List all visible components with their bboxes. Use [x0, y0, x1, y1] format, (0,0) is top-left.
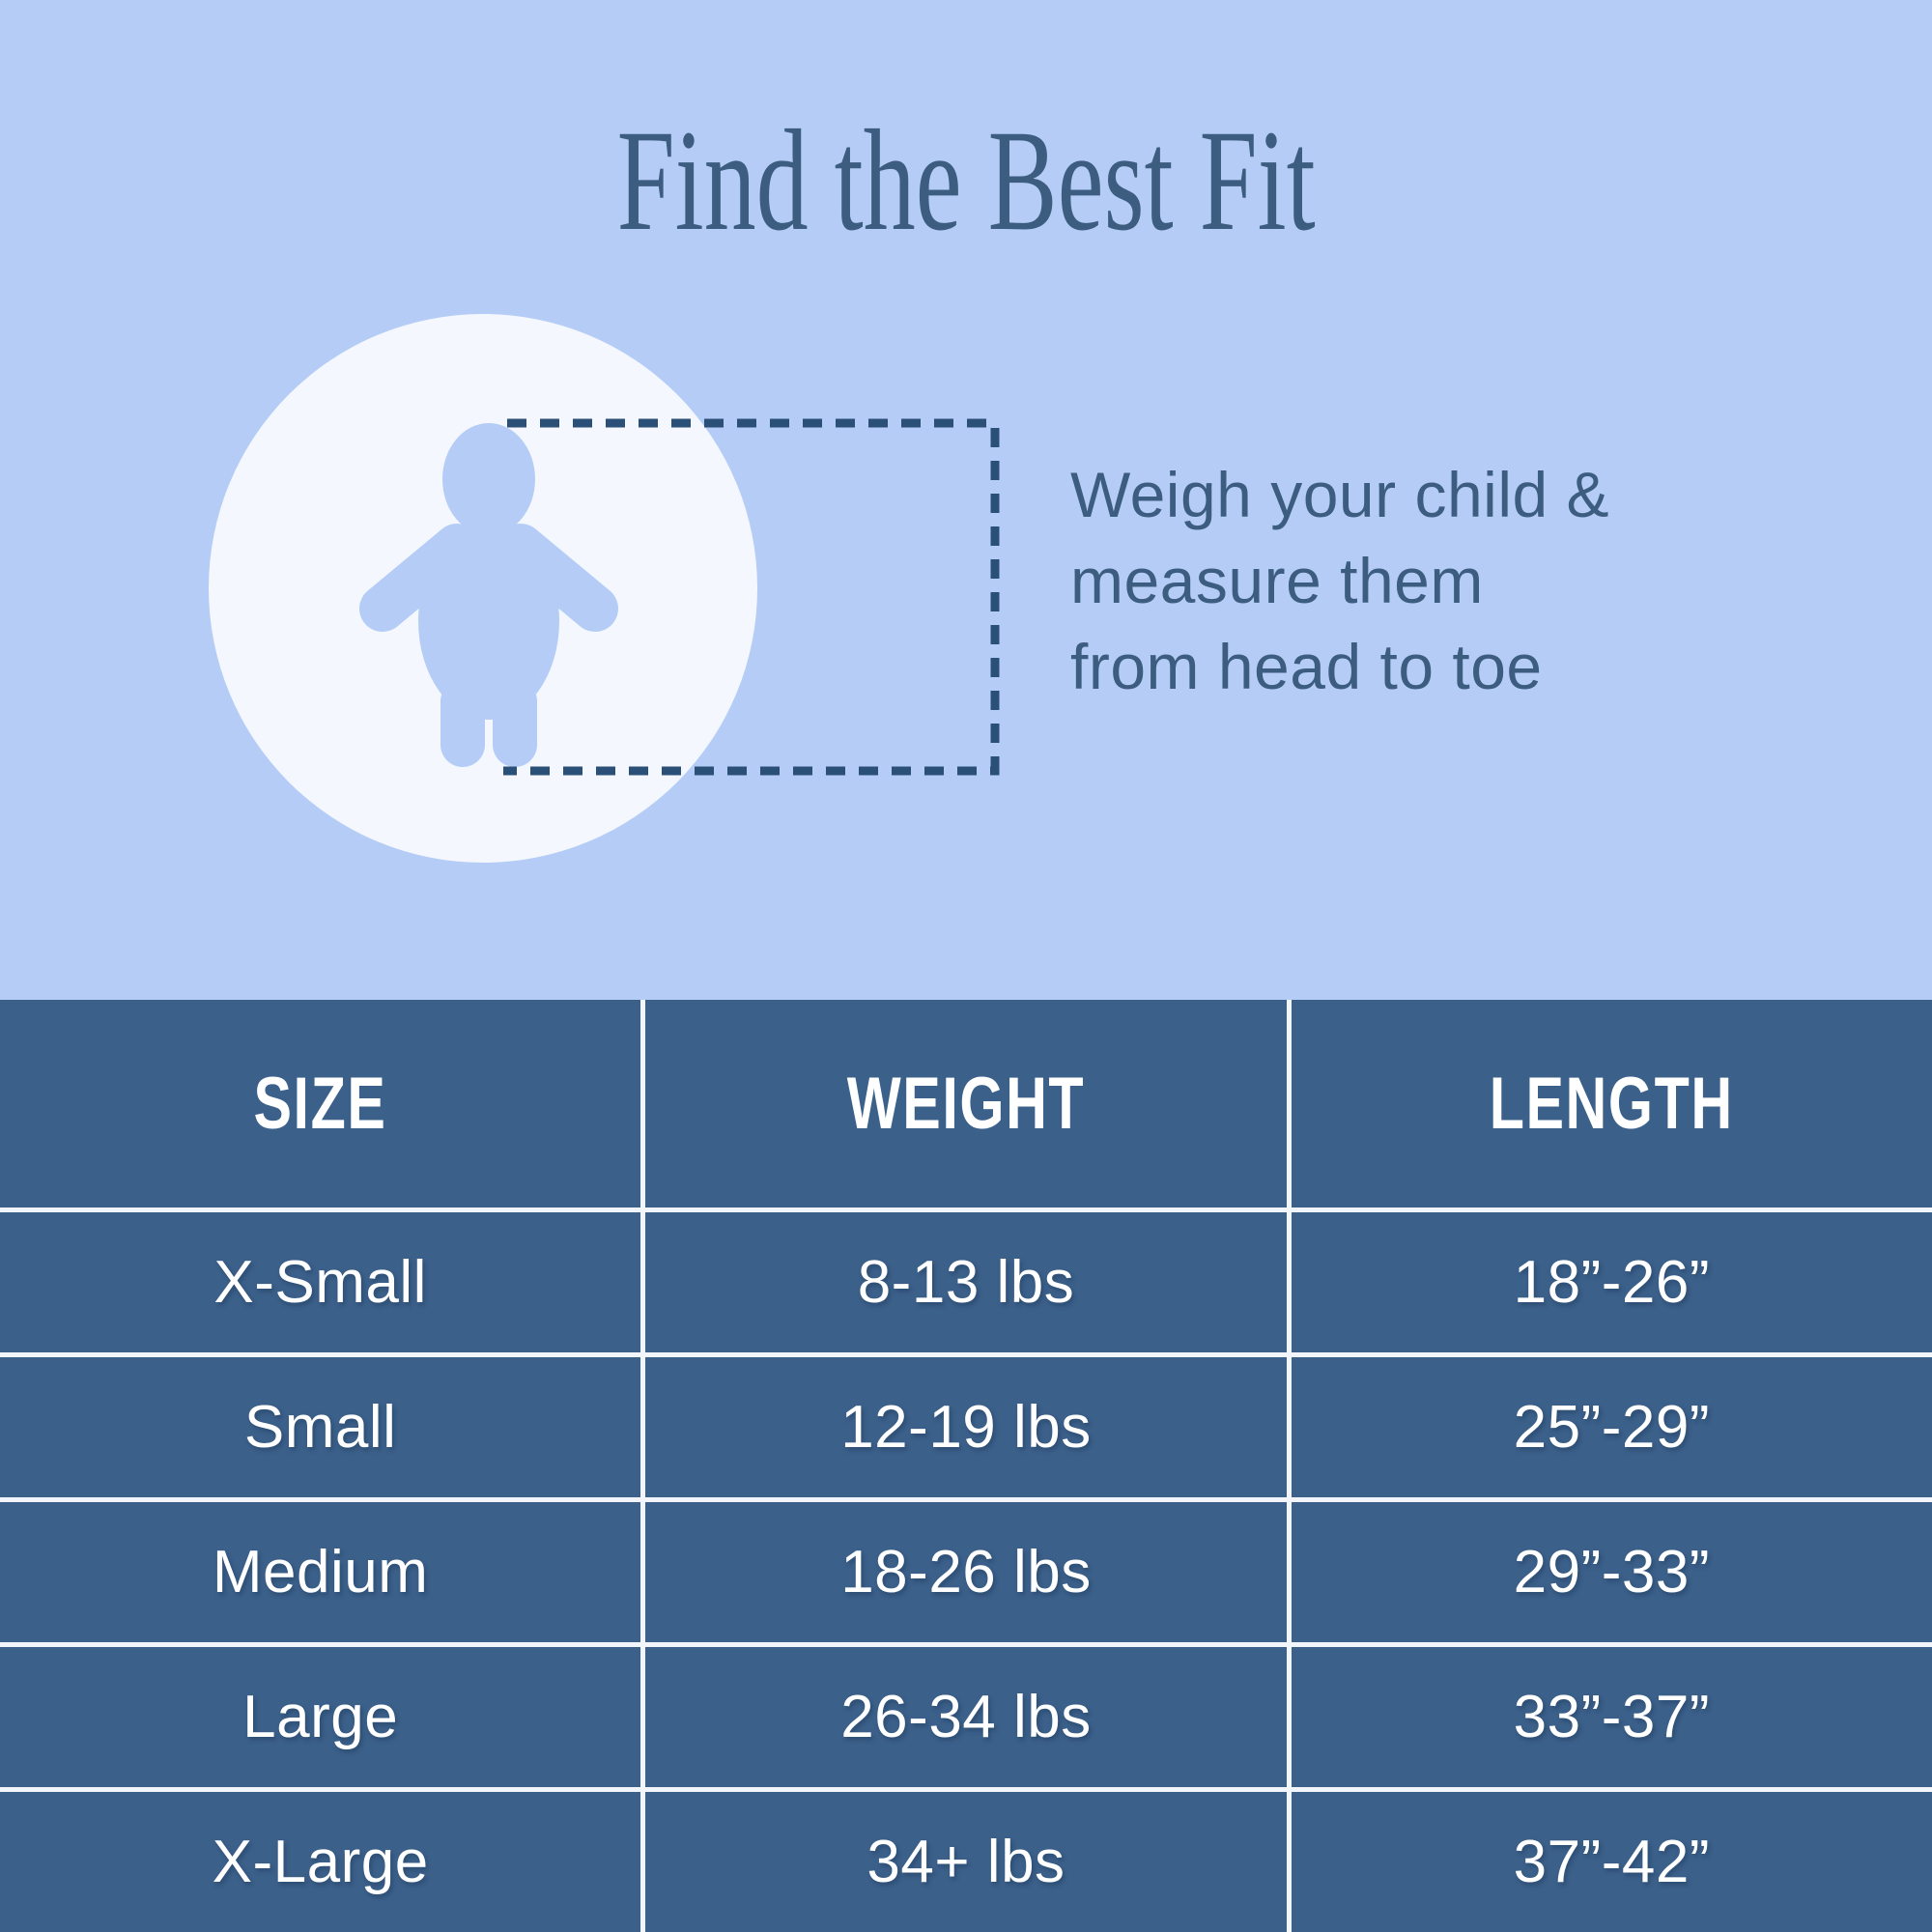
length-cell-xlarge: 37”-42” — [1291, 1792, 1932, 1932]
instruction-text: Weigh your child & measure them from hea… — [1070, 452, 1609, 710]
size-cell-xlarge: X-Large — [0, 1792, 641, 1932]
size-cell-medium: Medium — [0, 1502, 641, 1642]
column-header-weight-text: WEIGHT — [846, 1063, 1086, 1145]
baby-silhouette-icon — [359, 423, 618, 767]
size-cell-large: Large — [0, 1647, 641, 1787]
measure-frame-dashed-icon — [503, 418, 1000, 776]
instruction-line: Weigh your child & — [1070, 459, 1610, 530]
length-cell-large: 33”-37” — [1291, 1647, 1932, 1787]
length-cell-xsmall: 18”-26” — [1291, 1212, 1932, 1352]
hero-section: Find the Best Fit Weigh your child & mea… — [0, 108, 1932, 863]
column-header-size-text: SIZE — [253, 1063, 387, 1145]
weight-cell-xsmall: 8-13 lbs — [645, 1212, 1287, 1352]
column-header-weight: WEIGHT — [645, 1000, 1287, 1208]
weight-cell-xlarge: 34+ lbs — [645, 1792, 1287, 1932]
column-header-length-text: LENGTH — [1489, 1063, 1734, 1145]
size-cell-xsmall: X-Small — [0, 1212, 641, 1352]
page-title: Find the Best Fit — [0, 108, 1932, 253]
length-cell-small: 25”-29” — [1291, 1357, 1932, 1497]
size-cell-small: Small — [0, 1357, 641, 1497]
instruction-line: from head to toe — [1070, 631, 1543, 702]
size-chart-table: SIZE WEIGHT LENGTH X-Small 8-13 lbs 18”-… — [0, 1000, 1932, 1932]
column-header-length: LENGTH — [1291, 1000, 1932, 1208]
instruction-line: measure them — [1070, 545, 1484, 616]
column-header-size: SIZE — [0, 1000, 641, 1208]
page-title-text: Find the Best Fit — [616, 100, 1316, 261]
weight-cell-small: 12-19 lbs — [645, 1357, 1287, 1497]
weight-cell-large: 26-34 lbs — [645, 1647, 1287, 1787]
length-cell-medium: 29”-33” — [1291, 1502, 1932, 1642]
weight-cell-medium: 18-26 lbs — [645, 1502, 1287, 1642]
